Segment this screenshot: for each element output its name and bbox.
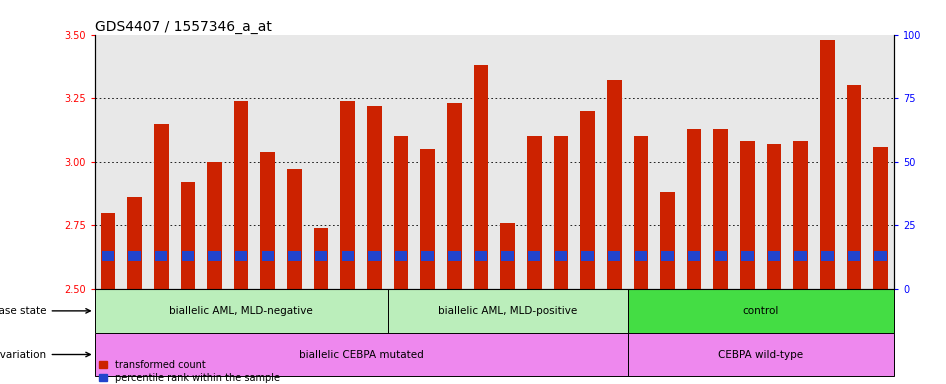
Bar <box>394 136 409 289</box>
Bar <box>635 251 647 261</box>
Bar <box>181 182 195 289</box>
Bar <box>874 251 887 261</box>
Text: control: control <box>743 306 779 316</box>
Bar <box>794 141 808 289</box>
Bar <box>394 251 408 261</box>
Bar <box>848 251 860 261</box>
Text: genotype/variation: genotype/variation <box>0 349 90 359</box>
Bar <box>580 111 595 289</box>
Bar <box>128 197 142 289</box>
Bar <box>554 251 568 261</box>
Bar <box>607 80 622 289</box>
Bar <box>475 251 487 261</box>
Legend: transformed count, percentile rank within the sample: transformed count, percentile rank withi… <box>99 360 280 383</box>
Bar <box>208 251 220 261</box>
Bar <box>154 124 168 289</box>
Bar <box>368 251 380 261</box>
Bar <box>768 251 780 261</box>
Bar <box>660 192 674 289</box>
Bar <box>289 251 301 261</box>
Bar <box>688 251 700 261</box>
Bar <box>821 251 833 261</box>
Bar <box>448 251 461 261</box>
Bar <box>714 251 727 261</box>
Bar <box>207 162 221 289</box>
Bar <box>341 101 355 289</box>
Bar <box>795 251 807 261</box>
Text: biallelic AML, MLD-positive: biallelic AML, MLD-positive <box>438 306 577 316</box>
Bar <box>847 86 861 289</box>
Bar <box>741 251 754 261</box>
Bar <box>713 129 728 289</box>
Bar <box>420 149 435 289</box>
Text: disease state: disease state <box>0 306 90 316</box>
Bar <box>421 251 434 261</box>
Text: biallelic AML, MLD-negative: biallelic AML, MLD-negative <box>169 306 313 316</box>
Bar <box>129 251 141 261</box>
Bar <box>474 65 488 289</box>
Bar <box>234 101 249 289</box>
Bar <box>687 129 701 289</box>
Bar <box>634 136 648 289</box>
Bar <box>288 169 302 289</box>
Bar <box>581 251 594 261</box>
Bar <box>182 251 194 261</box>
Bar <box>342 251 354 261</box>
Bar <box>100 213 115 289</box>
Bar <box>627 333 894 376</box>
Bar <box>501 251 514 261</box>
Bar <box>388 289 627 333</box>
Bar <box>314 228 328 289</box>
Bar <box>608 251 621 261</box>
Bar <box>873 147 888 289</box>
Bar <box>528 251 540 261</box>
Text: GDS4407 / 1557346_a_at: GDS4407 / 1557346_a_at <box>95 20 272 33</box>
Bar <box>500 223 515 289</box>
Bar <box>315 251 327 261</box>
Bar <box>367 106 381 289</box>
Bar <box>740 141 755 289</box>
Bar <box>661 251 674 261</box>
Text: biallelic CEBPA mutated: biallelic CEBPA mutated <box>299 349 424 359</box>
Bar <box>261 251 274 261</box>
Bar <box>627 289 894 333</box>
Text: CEBPA wild-type: CEBPA wild-type <box>718 349 803 359</box>
Bar <box>95 333 627 376</box>
Bar <box>101 251 114 261</box>
Bar <box>447 103 462 289</box>
Bar <box>820 40 834 289</box>
Bar <box>260 152 275 289</box>
Bar <box>235 251 248 261</box>
Bar <box>553 136 569 289</box>
Bar <box>527 136 541 289</box>
Bar <box>155 251 167 261</box>
Bar <box>95 289 388 333</box>
Bar <box>767 144 781 289</box>
